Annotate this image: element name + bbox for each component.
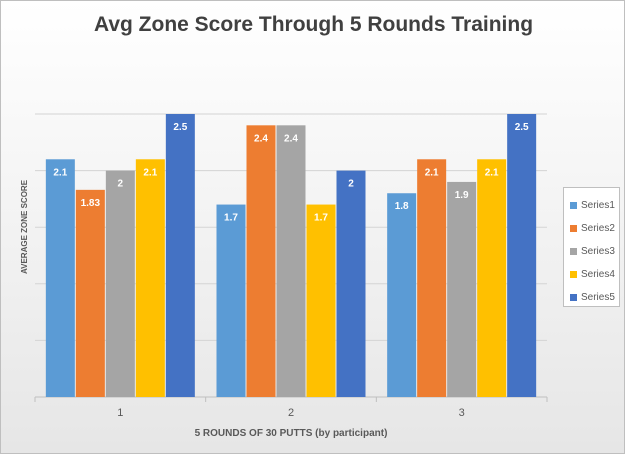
bar	[387, 193, 417, 397]
legend-label: Series5	[581, 292, 615, 303]
legend-item: Series5	[570, 286, 619, 309]
legend-item: Series3	[570, 240, 619, 263]
x-axis-title: 5 ROUNDS OF 30 PUTTS (by participant)	[195, 428, 388, 439]
legend-label: Series3	[581, 246, 615, 257]
legend-swatch	[570, 202, 577, 209]
legend-swatch	[570, 294, 577, 301]
bar	[507, 114, 537, 397]
chart-title: Avg Zone Score Through 5 Rounds Training	[93, 13, 534, 36]
bar	[477, 159, 507, 397]
bar	[45, 159, 75, 397]
legend-label: Series1	[581, 200, 615, 211]
data-label: 1.7	[314, 213, 328, 224]
x-tick-label: 3	[459, 407, 465, 419]
bar	[306, 204, 336, 397]
legend-swatch	[570, 248, 577, 255]
data-label: 2.5	[173, 122, 187, 133]
bar	[417, 159, 447, 397]
chart-legend: Series1 Series2 Series3 Series4 Series5	[563, 187, 620, 307]
bar	[276, 125, 306, 397]
legend-item: Series2	[570, 217, 619, 240]
y-axis-title: AVERAGE ZONE SCORE	[20, 179, 29, 274]
legend-item: Series4	[570, 263, 619, 286]
bar	[165, 114, 195, 397]
bar	[135, 159, 165, 397]
data-label: 2	[118, 179, 124, 190]
bar	[447, 181, 477, 397]
legend-label: Series4	[581, 269, 615, 280]
bar	[336, 170, 366, 397]
data-label: 1.9	[455, 190, 469, 201]
data-label: 2.5	[515, 122, 529, 133]
x-tick-label: 1	[117, 407, 123, 419]
data-label: 2.4	[254, 133, 268, 144]
data-label: 2.4	[284, 133, 298, 144]
legend-item: Series1	[570, 194, 619, 217]
bar	[105, 170, 135, 397]
bar	[75, 189, 105, 397]
bar	[216, 204, 246, 397]
bar	[246, 125, 276, 397]
data-label: 2.1	[143, 167, 157, 178]
data-label: 2	[348, 179, 354, 190]
legend-label: Series2	[581, 223, 615, 234]
legend-swatch	[570, 271, 577, 278]
legend-swatch	[570, 225, 577, 232]
data-label: 2.1	[485, 167, 499, 178]
data-label: 1.83	[81, 198, 101, 209]
data-label: 1.8	[395, 201, 409, 212]
data-label: 2.1	[425, 167, 439, 178]
data-label: 2.1	[53, 167, 67, 178]
x-tick-label: 2	[288, 407, 294, 419]
data-label: 1.7	[224, 213, 238, 224]
